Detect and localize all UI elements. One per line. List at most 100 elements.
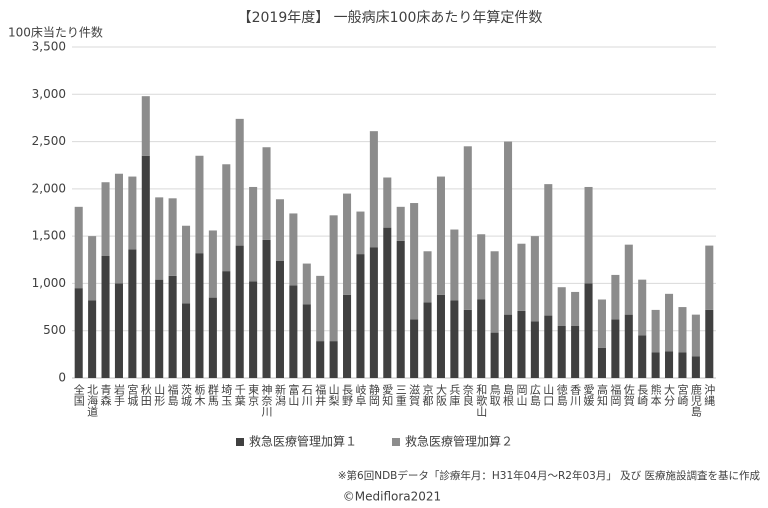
bar-segment bbox=[651, 352, 660, 378]
x-tick-label: 香川 bbox=[569, 384, 582, 406]
bar-segment bbox=[249, 281, 258, 378]
bar-segment bbox=[651, 309, 660, 353]
x-tick-label: 大阪 bbox=[434, 383, 447, 407]
bar-segment bbox=[249, 186, 258, 282]
y-tick-label: 1,500 bbox=[32, 229, 66, 243]
bar-segment bbox=[235, 118, 244, 246]
bar-segment bbox=[262, 147, 271, 240]
bar-segment bbox=[182, 225, 191, 304]
x-tick-label: 長崎 bbox=[636, 384, 649, 406]
x-tick-label: 島根 bbox=[502, 383, 515, 407]
bar-segment bbox=[530, 321, 539, 378]
bar-segment bbox=[557, 325, 566, 378]
bar-segment bbox=[396, 240, 405, 378]
bar-segment bbox=[423, 251, 432, 303]
bar-segment bbox=[128, 249, 137, 378]
bar-segment bbox=[410, 319, 419, 378]
bar-segment bbox=[383, 177, 392, 228]
bar-segment bbox=[463, 146, 472, 310]
legend-label: 救急医療管理加算２ bbox=[405, 434, 513, 449]
x-tick-label: 三重 bbox=[394, 384, 407, 406]
bar-segment bbox=[128, 176, 137, 250]
bar-segment bbox=[665, 351, 674, 378]
bar-segment bbox=[302, 304, 311, 378]
y-tick-label: 2,500 bbox=[32, 134, 66, 148]
bar-segment bbox=[530, 236, 539, 322]
bar-segment bbox=[343, 294, 352, 378]
bar-segment bbox=[74, 206, 83, 289]
x-tick-label: 徳島 bbox=[555, 384, 568, 407]
x-tick-label: 山形 bbox=[153, 384, 166, 407]
bar-segment bbox=[611, 274, 620, 320]
x-tick-label: 青森 bbox=[99, 384, 112, 407]
bar-segment bbox=[504, 314, 513, 378]
x-tick-label: 奈良 bbox=[461, 383, 474, 407]
bar-segment bbox=[477, 234, 486, 300]
x-tick-label: 石川 bbox=[300, 384, 313, 406]
bar-segment bbox=[705, 309, 714, 378]
bar-segment bbox=[504, 141, 513, 315]
bar-segment bbox=[235, 245, 244, 378]
bar-segment bbox=[182, 303, 191, 378]
x-tick-label: 滋賀 bbox=[408, 384, 421, 407]
legend-swatch bbox=[236, 438, 244, 446]
bar-segment bbox=[222, 271, 231, 378]
bar-segment bbox=[678, 352, 687, 378]
bar-segment bbox=[114, 283, 123, 378]
bar-segment bbox=[195, 155, 204, 254]
bar-segment bbox=[141, 96, 150, 156]
x-tick-label: 岡山 bbox=[515, 384, 528, 406]
bar-segment bbox=[168, 275, 177, 378]
bar-segment bbox=[343, 193, 352, 295]
legend-swatch bbox=[392, 438, 400, 446]
bar-segment bbox=[168, 198, 177, 276]
bar-segment bbox=[114, 173, 123, 284]
bar-segment bbox=[74, 288, 83, 378]
bar-segment bbox=[329, 215, 338, 342]
bar-segment bbox=[208, 230, 217, 298]
bar-segment bbox=[275, 199, 284, 261]
y-tick-label: 0 bbox=[58, 371, 66, 385]
bar-segment bbox=[356, 211, 365, 255]
legend-label: 救急医療管理加算１ bbox=[249, 434, 357, 449]
bar-segment bbox=[195, 253, 204, 378]
x-tick-label: 沖縄 bbox=[703, 384, 716, 406]
bar-segment bbox=[262, 239, 271, 378]
x-tick-label: 富山 bbox=[287, 383, 300, 406]
x-tick-label: 兵庫 bbox=[448, 384, 461, 407]
y-axis-label: 100床当たり件数 bbox=[8, 25, 103, 40]
x-tick-label: 鳥取 bbox=[488, 383, 501, 407]
bar-segment bbox=[597, 299, 606, 348]
bar-segment bbox=[101, 256, 110, 378]
bar-segment bbox=[155, 279, 164, 378]
bar-segment bbox=[597, 347, 606, 378]
bar-segment bbox=[665, 293, 674, 352]
bar-segment bbox=[289, 285, 298, 378]
x-tick-label: 愛媛 bbox=[582, 384, 595, 407]
bar-segment bbox=[369, 131, 378, 248]
bar-segment bbox=[490, 251, 499, 333]
x-tick-label: 愛知 bbox=[381, 384, 394, 407]
bar-segment bbox=[517, 243, 526, 311]
bar-segment bbox=[436, 294, 445, 378]
bar-segment bbox=[450, 300, 459, 378]
bar-segment bbox=[88, 236, 97, 301]
x-tick-label: 大分 bbox=[663, 383, 676, 406]
x-tick-label: 鹿児島 bbox=[689, 383, 702, 418]
bar-segment bbox=[316, 341, 325, 378]
bar-segment bbox=[678, 307, 687, 353]
bar-segment bbox=[316, 275, 325, 342]
x-tick-label: 全国 bbox=[72, 383, 85, 407]
bar-segment bbox=[450, 229, 459, 301]
bar-segment bbox=[691, 314, 700, 357]
bar-segment bbox=[463, 309, 472, 378]
x-tick-label: 埼玉 bbox=[220, 383, 233, 406]
bar-segment bbox=[705, 245, 714, 310]
x-tick-label: 秋田 bbox=[139, 383, 152, 406]
bar-segment bbox=[584, 283, 593, 378]
chart-title: 【2019年度】 一般病床100床あたり年算定件数 bbox=[238, 10, 543, 26]
x-tick-label: 千葉 bbox=[233, 384, 246, 406]
x-tick-label: 京都 bbox=[421, 383, 434, 406]
footnote: ※第6回NDBデータ「診療年月：H31年04月～R2年03月」 及び 医療施設調… bbox=[338, 469, 761, 482]
bar-segment bbox=[517, 310, 526, 378]
